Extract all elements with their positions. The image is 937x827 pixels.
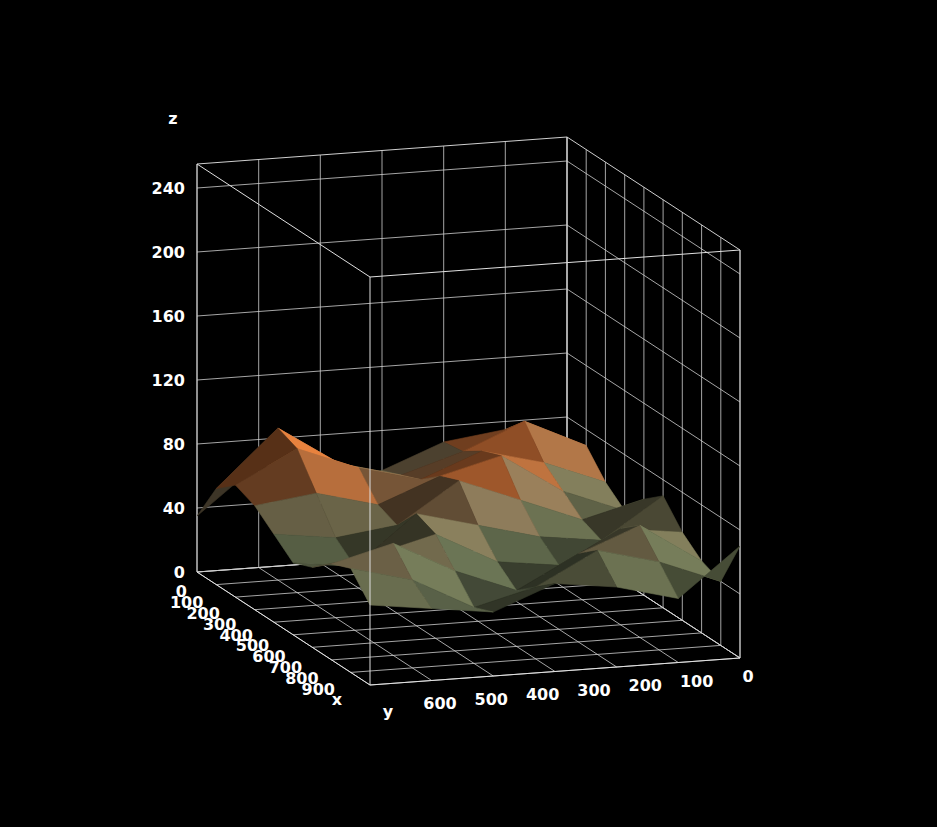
box-edge bbox=[370, 277, 371, 685]
x-axis-label: x bbox=[332, 690, 343, 709]
z-tick-label: 80 bbox=[163, 435, 185, 454]
wall-grid-z bbox=[197, 225, 567, 252]
z-tick-label: 40 bbox=[163, 499, 185, 518]
y-tick-label: 200 bbox=[629, 676, 662, 695]
y-tick-label: 400 bbox=[526, 685, 559, 704]
z-tick-label: 120 bbox=[152, 371, 185, 390]
wall-grid-z bbox=[197, 353, 567, 380]
z-tick-label: 0 bbox=[174, 563, 185, 582]
wall-grid-y bbox=[197, 164, 198, 572]
x-tick-label: 900 bbox=[302, 680, 335, 699]
wall-grid-z bbox=[197, 161, 567, 188]
y-tick-label: 100 bbox=[680, 672, 713, 691]
box-edge bbox=[197, 164, 370, 277]
z-tick-label: 160 bbox=[152, 307, 185, 326]
labels: 0408012016020024001002003004005006007008… bbox=[152, 109, 754, 721]
z-tick-label: 200 bbox=[152, 243, 185, 262]
grid bbox=[197, 137, 740, 685]
chart: 0408012016020024001002003004005006007008… bbox=[0, 0, 937, 827]
surface-patch bbox=[255, 493, 336, 538]
floor-grid-y bbox=[259, 568, 432, 681]
wall-grid-x bbox=[720, 237, 721, 645]
wall-grid-z bbox=[567, 353, 740, 466]
wall-grid-z bbox=[197, 289, 567, 316]
box-edge bbox=[197, 572, 370, 685]
wall-grid-z bbox=[567, 161, 740, 274]
floor-grid-y bbox=[197, 572, 370, 685]
z-tick-label: 240 bbox=[152, 179, 185, 198]
wall-grid-x bbox=[740, 250, 741, 658]
box-edge bbox=[567, 137, 740, 250]
box-edge bbox=[370, 250, 740, 277]
y-tick-label: 0 bbox=[742, 667, 753, 686]
y-tick-label: 500 bbox=[475, 690, 508, 709]
box-front bbox=[197, 164, 740, 685]
surface-patch bbox=[474, 584, 555, 613]
wall-grid-z bbox=[567, 225, 740, 338]
y-tick-label: 300 bbox=[577, 681, 610, 700]
surface bbox=[197, 421, 740, 612]
surface-patch bbox=[536, 550, 617, 587]
y-axis-label: y bbox=[383, 702, 394, 721]
background bbox=[0, 0, 937, 827]
box-edge bbox=[197, 164, 198, 572]
y-tick-label: 600 bbox=[423, 694, 456, 713]
z-axis-label: z bbox=[168, 109, 177, 128]
box-edge bbox=[740, 250, 741, 658]
surface-patch bbox=[351, 568, 432, 608]
wall-grid-z bbox=[567, 289, 740, 402]
